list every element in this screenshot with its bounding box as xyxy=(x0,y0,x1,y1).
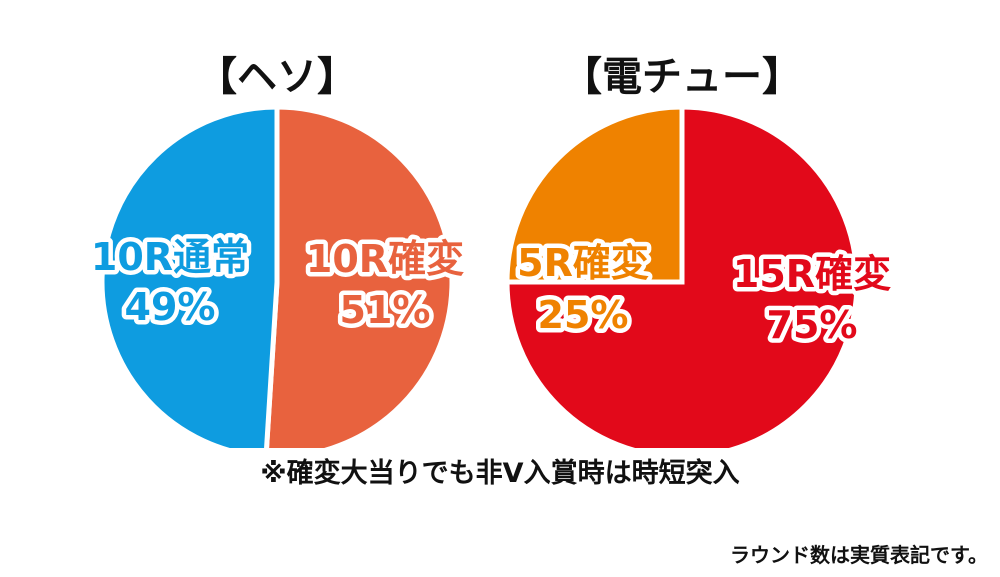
pie-title-heso: 【ヘソ】 xyxy=(197,54,357,100)
footnote-text: ラウンド数は実質表記です。 xyxy=(730,543,988,567)
slice-label-heso-normal: 10R通常 xyxy=(91,235,249,279)
slice-label-heso-kakuhen: 10R確変 xyxy=(306,237,464,281)
slice-value-denchu-5r: 25% xyxy=(538,293,629,337)
slice-value-denchu-15r: 75% xyxy=(767,303,858,347)
pie-title-denchu: 【電チュー】 xyxy=(562,54,802,100)
slice-value-heso-normal: 49% xyxy=(125,285,216,329)
heso-slice-1 xyxy=(99,104,280,460)
slice-label-denchu-5r: 5R確変 xyxy=(517,241,649,285)
note-text: ※確変大当りでも非V入賞時は時短突入 xyxy=(260,457,739,489)
slice-label-denchu-15r: 15R確変 xyxy=(733,252,891,296)
denchu-slice-1 xyxy=(504,104,685,285)
pie-chart-denchu xyxy=(504,104,860,460)
note-background xyxy=(215,448,785,494)
pie-chart-heso xyxy=(99,104,455,460)
slice-value-heso-kakuhen: 51% xyxy=(340,288,431,332)
heso-slice-0 xyxy=(263,104,455,460)
